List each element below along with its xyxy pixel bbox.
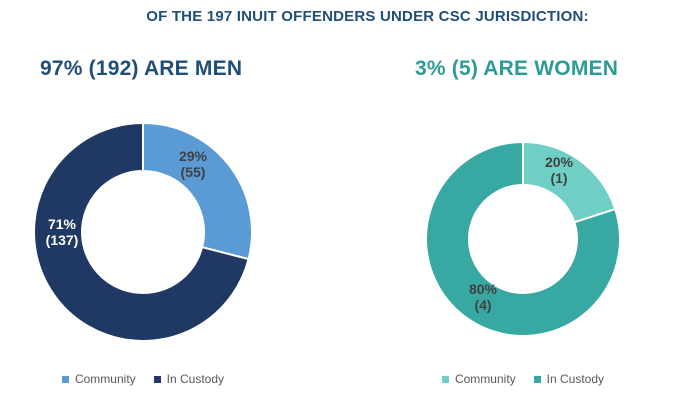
legend-label-community: Community [454, 372, 516, 386]
donut-segment-in-custody [33, 122, 250, 342]
legend-item-in-custody: In Custody [153, 372, 225, 386]
community-legend-swatch-icon [441, 375, 449, 383]
legend-label-in-custody: In Custody [166, 372, 225, 386]
legend-item-in-custody: In Custody [533, 372, 605, 386]
page-title: OF THE 197 INUIT OFFENDERS UNDER CSC JUR… [146, 8, 589, 25]
legend-label-in-custody: In Custody [546, 372, 605, 386]
women-donut-chart [425, 141, 621, 337]
women-chart-legend: Community In Custody [423, 372, 623, 386]
community-legend-swatch-icon [61, 375, 69, 383]
men-community-slice-label: 29% (55) [178, 147, 208, 180]
legend-item-community: Community [441, 372, 516, 386]
men-donut-chart [33, 122, 253, 342]
men-chart-legend: Community In Custody [25, 372, 261, 386]
in-custody-legend-swatch-icon [533, 375, 541, 383]
legend-item-community: Community [61, 372, 136, 386]
donut-segment-in-custody [425, 141, 621, 337]
women-in-custody-slice-label: 80% (4) [468, 280, 498, 313]
men-in-custody-slice-label: 71% (137) [45, 215, 79, 248]
donut-segment-community [142, 122, 253, 261]
women-community-slice-label: 20% (1) [544, 153, 574, 186]
legend-label-community: Community [74, 372, 136, 386]
in-custody-legend-swatch-icon [153, 375, 161, 383]
men-chart-title: 97% (192) ARE MEN [40, 57, 243, 80]
women-chart-title: 3% (5) ARE WOMEN [415, 57, 619, 80]
